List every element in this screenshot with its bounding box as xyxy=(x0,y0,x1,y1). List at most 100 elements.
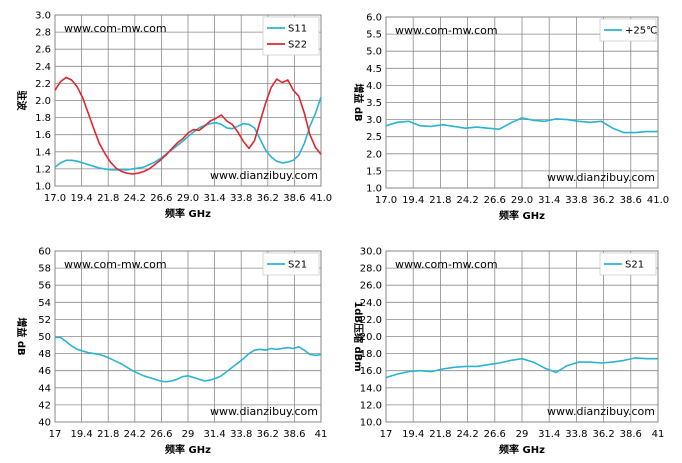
legend xyxy=(262,16,320,56)
y-tick-label: 2.2 xyxy=(35,79,51,90)
watermark-top: www.com-mw.com xyxy=(395,24,498,37)
x-tick-label: 17.0 xyxy=(375,195,397,206)
legend-label: S22 xyxy=(288,40,307,51)
legend-label: S21 xyxy=(288,260,307,271)
x-tick-label: 26.6 xyxy=(484,429,506,440)
x-tick-label: 33.8 xyxy=(565,429,587,440)
x-tick-label: 36.2 xyxy=(592,429,614,440)
x-tick-label: 17 xyxy=(380,429,393,440)
y-tick-label: 50 xyxy=(38,332,51,343)
x-tick-label: 36.2 xyxy=(592,195,614,206)
watermark-bottom: www.dianzibuy.com xyxy=(210,169,318,182)
series-line-25 xyxy=(385,117,658,134)
y-tick-label: 1.6 xyxy=(35,130,51,141)
y-tick-label: 12.0 xyxy=(360,400,382,411)
x-tick-label: 29 xyxy=(182,429,195,440)
y-tick-label: 10.0 xyxy=(360,418,382,429)
x-tick-label: 24.2 xyxy=(124,193,146,204)
x-axis-label: 频率 GHz xyxy=(499,209,545,222)
watermark-top: www.com-mw.com xyxy=(395,258,498,271)
y-tick-label: 1.5 xyxy=(366,166,382,177)
y-axis-label: 增益 dB xyxy=(15,317,28,355)
y-tick-label: 4.5 xyxy=(366,64,382,75)
x-tick-label: 31.4 xyxy=(203,193,225,204)
x-tick-label: 29 xyxy=(516,429,529,440)
x-tick-label: 33.8 xyxy=(230,193,252,204)
series-line-s22 xyxy=(54,76,322,175)
y-tick-label: 1.8 xyxy=(35,113,51,124)
y-tick-label: 1.4 xyxy=(35,147,51,158)
y-axis-label: 1dB压缩 dBm xyxy=(352,301,365,371)
y-tick-label: 26.0 xyxy=(360,281,382,292)
x-tick-label: 26.6 xyxy=(150,193,172,204)
x-tick-label: 38.6 xyxy=(620,429,642,440)
x-tick-label: 26.6 xyxy=(484,195,506,206)
series-line-s21 xyxy=(55,336,322,383)
y-tick-label: 14.0 xyxy=(360,383,382,394)
x-tick-label: 29.0 xyxy=(177,193,199,204)
legend xyxy=(599,252,657,276)
y-tick-label: 1.0 xyxy=(35,182,51,193)
x-tick-label: 41 xyxy=(652,429,665,440)
chart-2: 1.0 1.5 2.0 2.5 3.0 3.5 4.0 4.5 5.0 5.5 6.0 17.0 19.… xyxy=(352,13,669,223)
y-tick-label: 54 xyxy=(38,298,51,309)
y-tick-label: 4.0 xyxy=(366,81,382,92)
chart-4: 10.0 12.0 14.0 16.0 18.0 20.0 22.0 24.0 26.0 28.0… xyxy=(352,247,664,457)
y-tick-label: 1.2 xyxy=(35,164,51,175)
y-tick-label: 28.0 xyxy=(360,264,382,275)
watermark-bottom: www.dianzibuy.com xyxy=(547,171,655,184)
y-tick-label: 6.0 xyxy=(366,13,382,24)
y-tick-label: 42 xyxy=(38,400,51,411)
x-axis-label: 频率 GHz xyxy=(165,443,211,456)
x-tick-label: 21.8 xyxy=(429,195,451,206)
y-tick-label: 5.0 xyxy=(366,47,382,58)
y-tick-label: 2.4 xyxy=(35,62,51,73)
x-tick-label: 19.4 xyxy=(70,193,92,204)
y-tick-label: 46 xyxy=(38,366,51,377)
y-tick-label: 40 xyxy=(38,418,51,429)
y-tick-label: 56 xyxy=(38,281,51,292)
series-line-s21 xyxy=(385,357,658,379)
x-tick-label: 24.2 xyxy=(456,195,478,206)
x-tick-label: 19.4 xyxy=(402,195,424,206)
chart-1: 1.0 1.2 1.4 1.6 1.8 2.0 2.2 2.4 2.6 2.8 3.0 17.0 19.… xyxy=(15,11,332,221)
y-tick-label: 5.5 xyxy=(366,30,382,41)
y-tick-label: 20.0 xyxy=(360,332,382,343)
x-tick-label: 31.4 xyxy=(203,429,225,440)
legend-label: S21 xyxy=(625,260,644,271)
watermark-bottom: www.dianzibuy.com xyxy=(547,405,655,418)
y-tick-label: 60 xyxy=(38,247,51,258)
x-tick-label: 19.4 xyxy=(402,429,424,440)
y-tick-label: 16.0 xyxy=(360,366,382,377)
x-tick-label: 38.6 xyxy=(620,195,642,206)
x-tick-label: 21.8 xyxy=(97,193,119,204)
x-tick-label: 24.2 xyxy=(124,429,146,440)
x-tick-label: 41 xyxy=(315,429,328,440)
x-tick-label: 29.0 xyxy=(511,195,533,206)
watermark-top: www.com-mw.com xyxy=(64,22,167,35)
x-tick-label: 38.6 xyxy=(283,193,305,204)
y-tick-label: 44 xyxy=(38,383,51,394)
watermark-bottom: www.dianzibuy.com xyxy=(210,405,318,418)
x-tick-label: 19.4 xyxy=(70,429,92,440)
x-tick-label: 41.0 xyxy=(647,195,669,206)
y-tick-label: 3.0 xyxy=(35,11,51,22)
x-tick-label: 33.8 xyxy=(230,429,252,440)
y-axis-label: 增益 dB xyxy=(352,83,365,121)
legend xyxy=(599,18,657,42)
y-tick-label: 3.5 xyxy=(366,98,382,109)
y-tick-label: 18.0 xyxy=(360,349,382,360)
x-tick-label: 36.2 xyxy=(257,429,279,440)
y-axis-label: 驻波 xyxy=(15,91,28,112)
watermark-top: www.com-mw.com xyxy=(64,258,167,271)
y-tick-label: 2.5 xyxy=(366,132,382,143)
legend xyxy=(262,252,320,276)
legend-label: S11 xyxy=(288,24,307,35)
chart-3: 40 42 44 46 48 50 52 54 56 58 60 17 19.4 21.8 24.2 26.6… xyxy=(15,247,327,457)
series-line-s11 xyxy=(54,96,322,171)
x-tick-label: 24.2 xyxy=(456,429,478,440)
x-tick-label: 17.0 xyxy=(44,193,66,204)
legend-label: +25℃ xyxy=(625,26,657,37)
